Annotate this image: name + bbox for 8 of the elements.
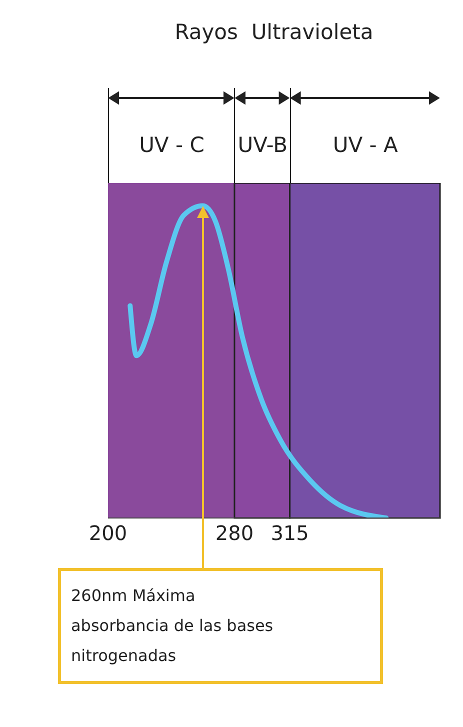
x-tick-label: 280 <box>215 521 254 546</box>
x-tick-label: 200 <box>88 521 128 546</box>
band-label: UV-B <box>236 133 288 157</box>
x-tick-label: 315 <box>270 521 309 546</box>
chart-title: Rayos Ultravioleta <box>174 20 374 44</box>
annotation: 260nm Máxima absorbancia de las bases nitrogenadas <box>58 568 383 684</box>
band-label: UV - C <box>138 133 206 157</box>
band-label: UV - A <box>332 133 399 157</box>
